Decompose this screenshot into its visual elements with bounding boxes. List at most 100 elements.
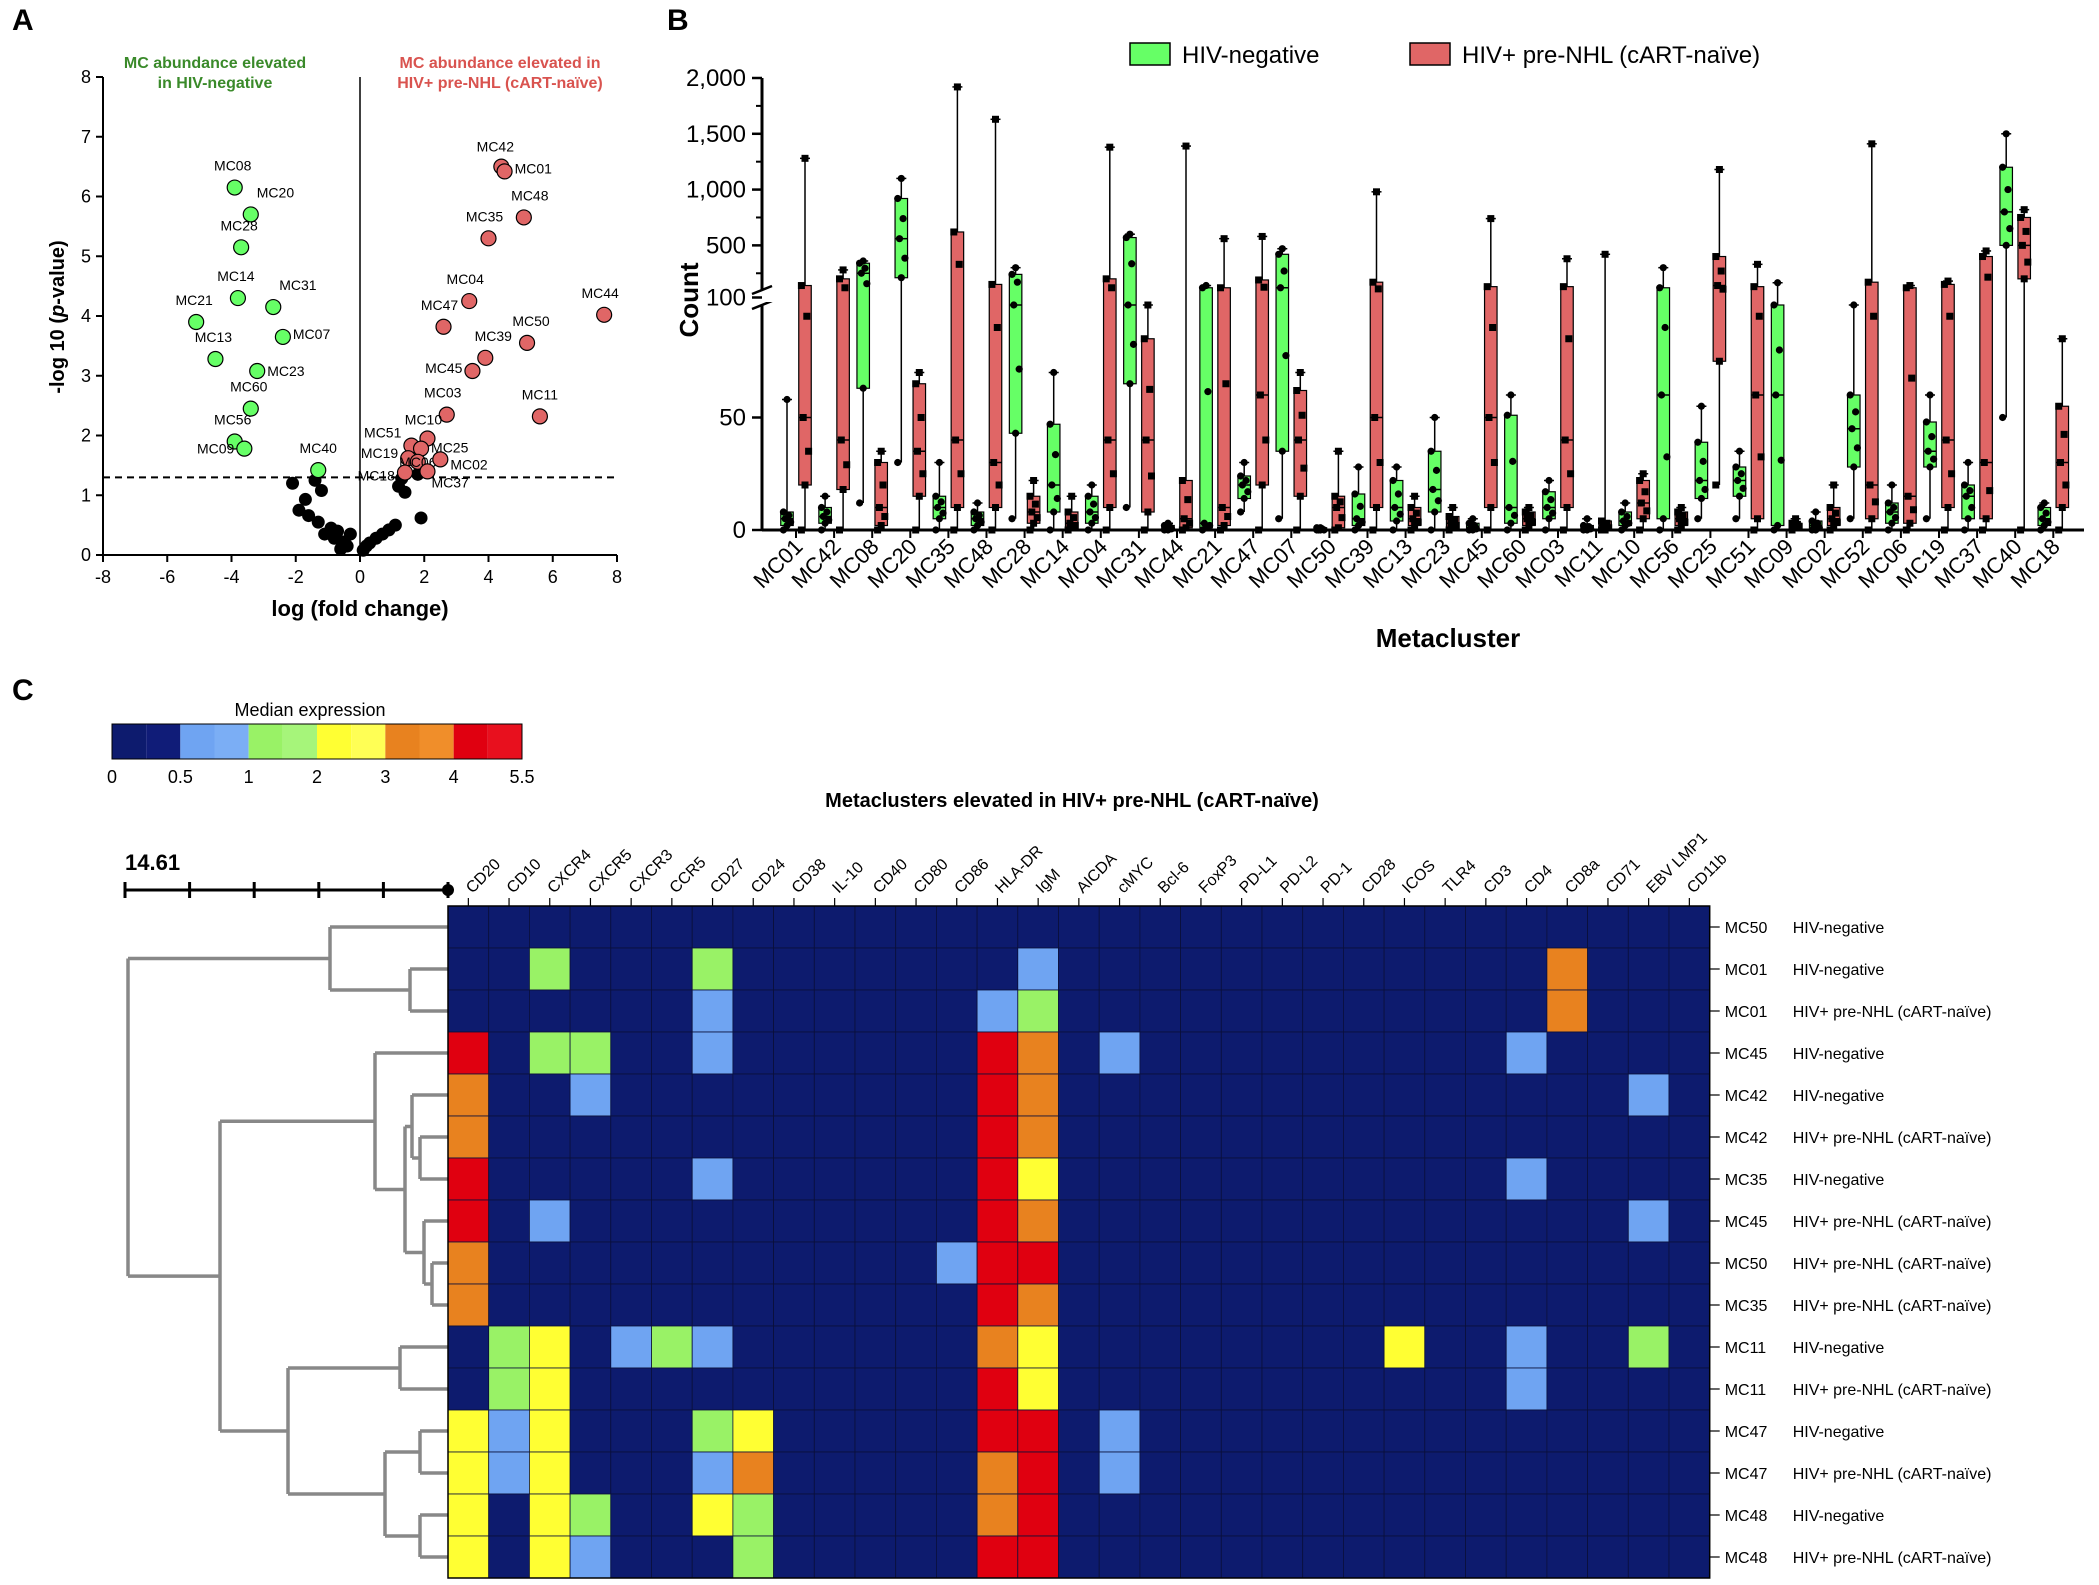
boxplot-dot	[1487, 215, 1495, 223]
heatmap-cell	[1261, 1073, 1304, 1117]
annotation-left-line2: in HIV-negative	[158, 75, 273, 92]
heatmap-cell	[1017, 989, 1059, 1033]
heatmap-cell	[1505, 1325, 1548, 1369]
boxplot-dot	[1659, 264, 1667, 272]
heatmap-cell	[691, 1115, 734, 1159]
heatmap-cell	[1220, 1073, 1263, 1117]
boxplot-dot	[1182, 524, 1190, 532]
heatmap-cell	[1424, 1409, 1466, 1453]
colorbar-tick-label: 1	[244, 767, 254, 787]
dendrogram-scale-bar	[123, 882, 454, 898]
volcano-point-ns	[414, 511, 428, 525]
heatmap-cell	[976, 947, 1019, 991]
heatmap-cell	[732, 1325, 775, 1369]
volcano-x-tick-label: -4	[223, 567, 239, 587]
boxplot-dot	[1930, 455, 1938, 463]
boxplot-dot	[1509, 457, 1517, 465]
boxplot-dot	[1657, 391, 1666, 399]
heatmap-cell	[1465, 1283, 1507, 1327]
green-point-mc31	[265, 298, 282, 316]
green-point-mc60	[242, 400, 259, 417]
boxplot-dot	[1754, 515, 1761, 523]
heatmap-cell	[854, 1325, 897, 1369]
boxplot-dot	[1910, 506, 1917, 514]
heatmap-cell	[1139, 1367, 1182, 1411]
heatmap-cell	[1058, 1325, 1100, 1369]
boxplot-y-tick-label: 100	[706, 285, 746, 312]
heatmap-cell	[1302, 1115, 1344, 1159]
heatmap-cell	[813, 1325, 856, 1369]
boxplot-dot	[1599, 522, 1607, 529]
boxplot-dot	[1601, 526, 1609, 534]
boxplot-dot	[1902, 284, 1910, 292]
heatmap-cell	[895, 1031, 937, 1075]
heatmap-cell	[773, 1493, 815, 1537]
heatmap-cell	[732, 1199, 775, 1243]
green-point-label: MC21	[175, 292, 213, 308]
boxplot-dot	[1124, 301, 1132, 309]
boxplot-dot	[912, 526, 920, 534]
heatmap-border	[447, 905, 1711, 1579]
heatmap-cell	[488, 1493, 530, 1537]
heatmap-cell	[1098, 1451, 1141, 1495]
heatmap-cell	[1627, 1241, 1670, 1285]
boxplot-dot	[1734, 476, 1742, 485]
heatmap-cell	[1180, 1283, 1222, 1327]
heatmap-cell	[488, 1199, 530, 1243]
heatmap-cell	[1098, 989, 1141, 1033]
boxplot-dot	[988, 526, 996, 534]
row-cluster-label: MC47	[1725, 1466, 1768, 1483]
colorbar-tick-label: 3	[380, 767, 390, 787]
box-body	[1369, 281, 1384, 509]
heatmap-cell	[1587, 989, 1629, 1033]
heatmap-cell	[936, 1199, 978, 1243]
box-hiv-positive-mc52	[1864, 143, 1879, 530]
column-label: CD10	[504, 856, 545, 897]
box-hiv-positive-mc39	[1369, 191, 1384, 530]
boxplot-dot	[823, 508, 831, 516]
volcano-y-label: -log 10 (p-value)	[47, 240, 69, 393]
heatmap-cell	[651, 989, 693, 1033]
heatmap-cell	[976, 1325, 1019, 1369]
heatmap-cell	[732, 1367, 775, 1411]
volcano-y-label-suffix: -value)	[47, 240, 69, 304]
heatmap-cell	[610, 1073, 652, 1117]
heatmap-cell	[1668, 1157, 1711, 1201]
volcano-axes: -8 -6 -4 -2 0 2 4 6 8 0 1 2 3 4 5 6 7 8	[81, 67, 622, 587]
heatmap-cell	[1058, 1367, 1100, 1411]
boxplot-dot	[1712, 253, 1720, 261]
red-point-mc01	[496, 163, 513, 180]
boxplot-dot	[1090, 500, 1098, 508]
box-body	[950, 231, 965, 509]
heatmap-cell	[773, 1157, 815, 1201]
colorbar-segment	[385, 724, 454, 759]
heatmap-cell	[976, 1367, 1019, 1411]
red-point-mc37	[419, 463, 436, 480]
heatmap-cell	[1383, 1535, 1426, 1579]
boxplot-dot	[1373, 188, 1380, 196]
boxplot-dot	[1964, 458, 1972, 467]
heatmap-cell	[691, 1451, 734, 1495]
green-point-mc23	[249, 362, 266, 380]
boxplot-dot	[1334, 524, 1342, 532]
boxplot-dot	[1848, 425, 1856, 433]
boxplot-dot	[1808, 517, 1816, 525]
heatmap-cell	[1424, 1325, 1466, 1369]
boxplot-dot	[1864, 526, 1872, 534]
boxplot-dot	[2000, 208, 2008, 216]
heatmap-cell	[610, 1325, 652, 1369]
axis-break-gap	[764, 293, 2086, 302]
boxplot-dot	[1255, 526, 1263, 534]
red-point-label: MC48	[511, 187, 549, 203]
heatmap-cell	[1587, 947, 1629, 991]
volcano-point-ns	[302, 509, 316, 523]
heatmap-cell	[1261, 1325, 1304, 1369]
heatmap-cell	[895, 1199, 937, 1243]
boxplot-dot	[1868, 515, 1876, 523]
heatmap-cell	[569, 1199, 612, 1243]
boxplot-dot	[901, 254, 909, 262]
boxplot-dot	[1541, 526, 1549, 534]
heatmap-cell	[447, 947, 490, 991]
boxplot-dot	[1962, 492, 1970, 500]
